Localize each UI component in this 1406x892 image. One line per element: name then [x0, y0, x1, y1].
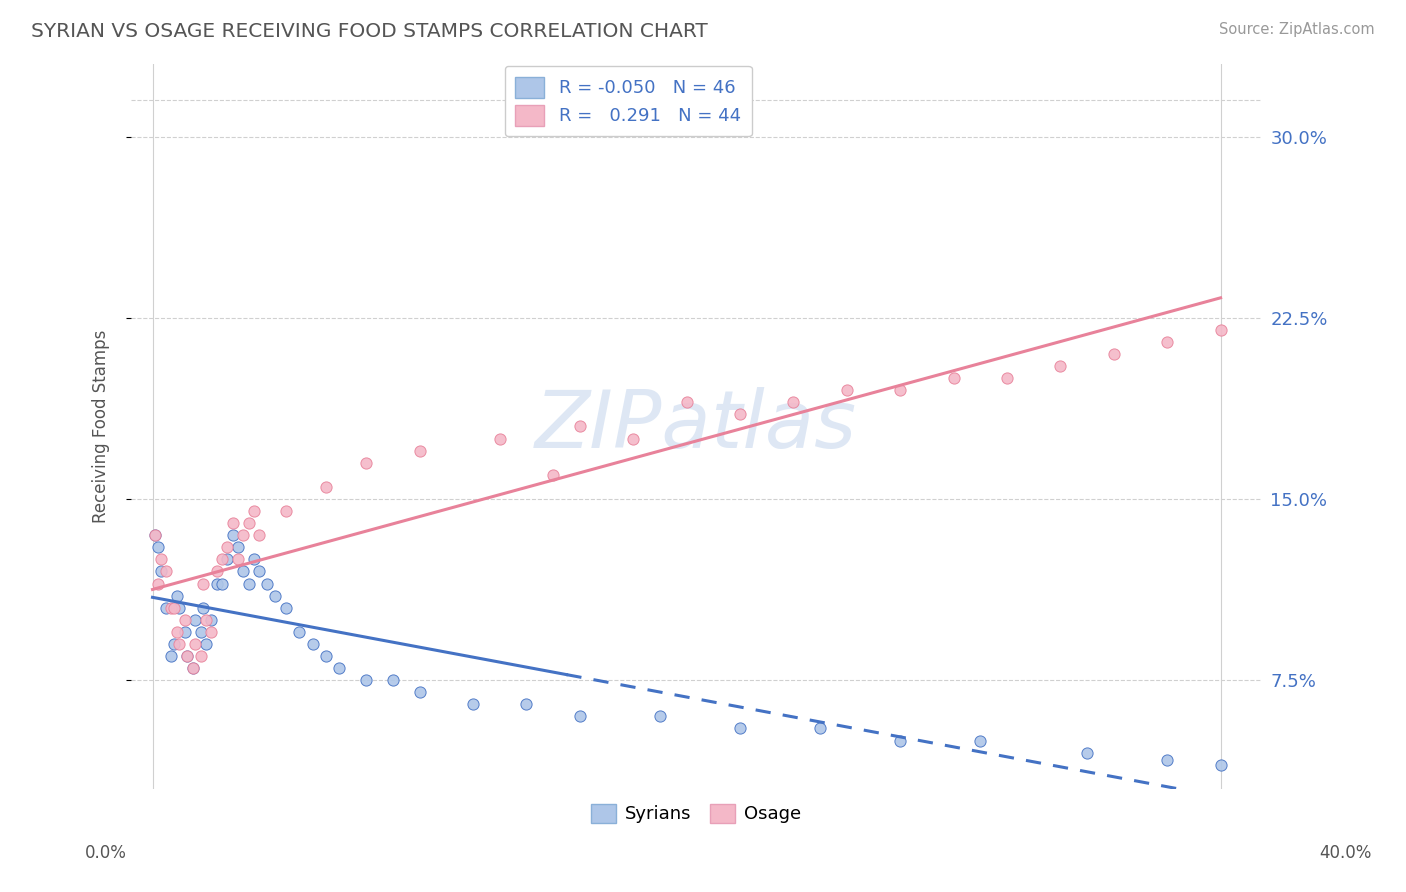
Point	[621, 432, 644, 446]
Point	[184, 637, 207, 651]
Point	[149, 565, 172, 579]
Point	[143, 528, 166, 542]
Point	[835, 383, 858, 397]
Text: 40.0%: 40.0%	[1319, 844, 1372, 862]
Point	[354, 673, 377, 688]
Legend: Syrians, Osage: Syrians, Osage	[583, 797, 808, 830]
Point	[217, 541, 239, 555]
Point	[155, 600, 177, 615]
Point	[167, 600, 190, 615]
Point	[200, 613, 222, 627]
Point	[232, 528, 254, 542]
Y-axis label: Receiving Food Stamps: Receiving Food Stamps	[93, 330, 110, 524]
Point	[149, 552, 172, 566]
Text: 0.0%: 0.0%	[84, 844, 127, 862]
Point	[675, 395, 697, 409]
Text: ZIPatlas: ZIPatlas	[534, 387, 858, 466]
Point	[408, 443, 430, 458]
Point	[226, 541, 249, 555]
Point	[515, 698, 537, 712]
Point	[194, 613, 217, 627]
Point	[221, 528, 243, 542]
Point	[181, 661, 204, 675]
Point	[315, 648, 337, 663]
Point	[163, 600, 186, 615]
Point	[1209, 757, 1232, 772]
Point	[166, 624, 188, 639]
Point	[264, 589, 287, 603]
Point	[408, 685, 430, 699]
Point	[1156, 753, 1178, 767]
Point	[1076, 746, 1098, 760]
Point	[160, 600, 183, 615]
Point	[173, 624, 195, 639]
Point	[238, 516, 260, 530]
Point	[211, 576, 233, 591]
Point	[568, 419, 591, 434]
Point	[193, 600, 215, 615]
Point	[461, 698, 484, 712]
Point	[942, 371, 965, 385]
Point	[728, 408, 751, 422]
Point	[146, 541, 169, 555]
Text: Source: ZipAtlas.com: Source: ZipAtlas.com	[1219, 22, 1375, 37]
Point	[226, 552, 249, 566]
Point	[193, 576, 215, 591]
Point	[1049, 359, 1071, 373]
Point	[568, 709, 591, 723]
Point	[247, 565, 270, 579]
Point	[166, 589, 188, 603]
Point	[488, 432, 510, 446]
Point	[176, 648, 198, 663]
Point	[728, 722, 751, 736]
Point	[1209, 323, 1232, 337]
Point	[163, 637, 186, 651]
Point	[328, 661, 350, 675]
Point	[648, 709, 671, 723]
Point	[176, 648, 198, 663]
Point	[217, 552, 239, 566]
Point	[381, 673, 404, 688]
Point	[288, 624, 311, 639]
Point	[238, 576, 260, 591]
Point	[167, 637, 190, 651]
Point	[889, 383, 911, 397]
Point	[190, 624, 212, 639]
Point	[274, 504, 297, 518]
Point	[184, 613, 207, 627]
Point	[354, 456, 377, 470]
Point	[247, 528, 270, 542]
Point	[155, 565, 177, 579]
Point	[1156, 334, 1178, 349]
Point	[995, 371, 1018, 385]
Point	[194, 637, 217, 651]
Point	[205, 576, 228, 591]
Point	[1102, 347, 1125, 361]
Point	[221, 516, 243, 530]
Point	[256, 576, 278, 591]
Point	[889, 733, 911, 747]
Point	[808, 722, 831, 736]
Point	[181, 661, 204, 675]
Point	[190, 648, 212, 663]
Point	[143, 528, 166, 542]
Point	[274, 600, 297, 615]
Point	[211, 552, 233, 566]
Point	[315, 480, 337, 494]
Point	[782, 395, 804, 409]
Text: SYRIAN VS OSAGE RECEIVING FOOD STAMPS CORRELATION CHART: SYRIAN VS OSAGE RECEIVING FOOD STAMPS CO…	[31, 22, 707, 41]
Point	[160, 648, 183, 663]
Point	[541, 467, 564, 482]
Point	[969, 733, 991, 747]
Point	[200, 624, 222, 639]
Point	[243, 504, 266, 518]
Point	[146, 576, 169, 591]
Point	[205, 565, 228, 579]
Point	[232, 565, 254, 579]
Point	[301, 637, 323, 651]
Point	[173, 613, 195, 627]
Point	[243, 552, 266, 566]
